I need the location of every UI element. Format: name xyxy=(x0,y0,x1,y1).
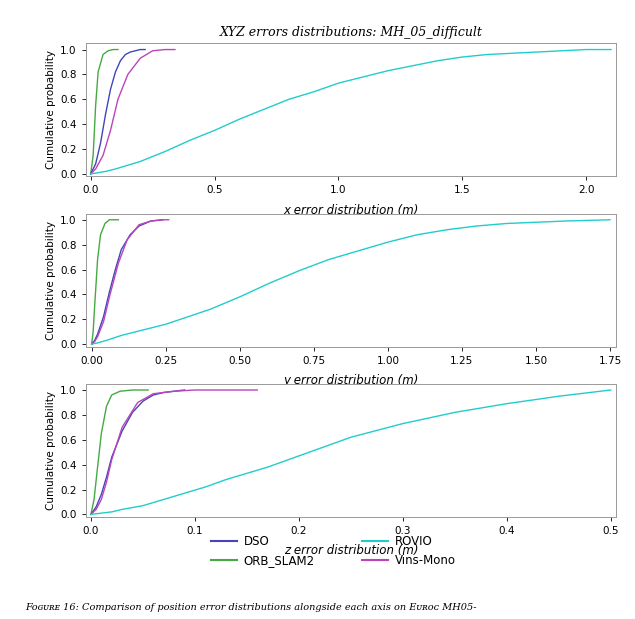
Y-axis label: Cumulative probability: Cumulative probability xyxy=(46,391,56,510)
Y-axis label: Cumulative probability: Cumulative probability xyxy=(46,50,56,170)
Y-axis label: Cumulative probability: Cumulative probability xyxy=(46,220,56,340)
Text: Fᴏɢᴜʀᴇ 16: Comparison of position error distributions alongside each axis on Eᴜʀ: Fᴏɢᴜʀᴇ 16: Comparison of position error … xyxy=(25,602,477,612)
Title: XYZ errors distributions: MH_05_difficult: XYZ errors distributions: MH_05_difficul… xyxy=(220,27,482,40)
X-axis label: y error distribution (m): y error distribution (m) xyxy=(283,374,418,387)
X-axis label: z error distribution (m): z error distribution (m) xyxy=(284,544,418,557)
Legend: DSO, ORB_SLAM2, ROVIO, Vins-Mono: DSO, ORB_SLAM2, ROVIO, Vins-Mono xyxy=(211,535,456,567)
X-axis label: x error distribution (m): x error distribution (m) xyxy=(283,204,418,217)
